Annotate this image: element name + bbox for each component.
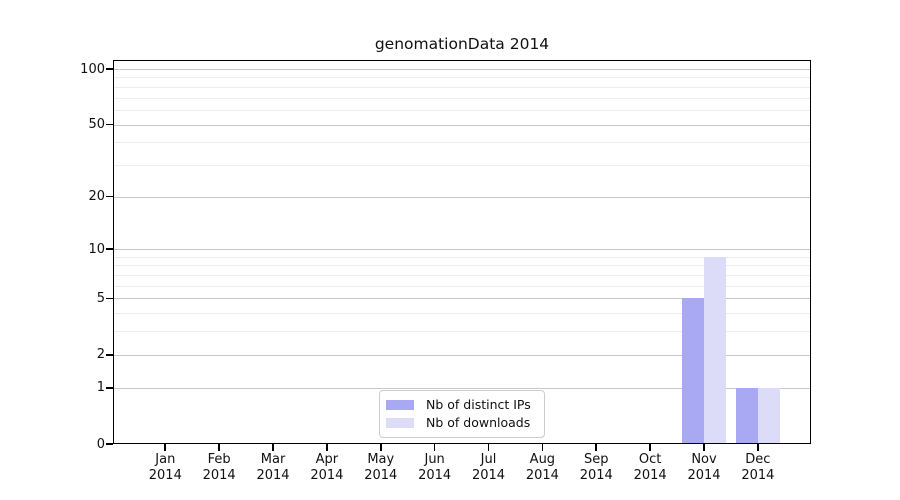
x-tick-mark (703, 444, 705, 451)
gridline-minor (113, 109, 811, 111)
x-tick-mark (595, 444, 598, 451)
x-tick-label-year: 2014 (310, 467, 344, 483)
x-tick-label: Oct 2014 (616, 452, 684, 483)
x-tick-label: Jun 2014 (401, 452, 469, 483)
y-tick-label: 0 (96, 436, 105, 452)
legend: Nb of distinct IPs Nb of downloads (379, 390, 545, 438)
x-tick-label-month: Jun (424, 452, 445, 467)
gridline-major (113, 249, 811, 251)
bar-distinct-ips (735, 387, 758, 444)
gridline-major (113, 354, 811, 356)
x-tick-mark (326, 444, 328, 451)
plot-area (113, 60, 811, 444)
gridline-major (113, 69, 811, 70)
x-tick-mark (272, 444, 274, 451)
y-tick-mark (106, 353, 113, 356)
x-tick-label-month: Mar (260, 452, 286, 467)
legend-label-distinct-ips: Nb of distinct IPs (426, 397, 531, 412)
x-tick-label: Mar 2014 (239, 452, 307, 483)
x-tick-mark (757, 444, 759, 451)
x-tick-label: Apr 2014 (293, 452, 361, 483)
x-tick-mark (379, 444, 382, 451)
y-tick-mark (106, 195, 113, 198)
gridline-minor (113, 86, 811, 88)
x-tick-mark (649, 444, 651, 451)
x-tick-label-month: Dec (745, 452, 771, 467)
legend-label-downloads: Nb of downloads (426, 415, 531, 430)
y-tick-label: 10 (88, 241, 105, 257)
y-tick-label: 5 (96, 290, 105, 306)
y-tick-mark (106, 297, 113, 300)
y-tick-mark (106, 386, 113, 389)
x-tick-mark (487, 444, 490, 451)
y-tick-mark (106, 123, 113, 126)
gridline-major (113, 124, 811, 126)
x-tick-mark (218, 444, 220, 451)
y-tick-label: 20 (88, 189, 105, 205)
legend-swatch-distinct-ips (386, 399, 414, 411)
bar-distinct-ips (682, 298, 704, 444)
x-tick-label-year: 2014 (148, 467, 182, 483)
x-tick-label-month: Aug (529, 452, 556, 467)
x-tick-label-month: Apr (315, 452, 339, 467)
x-tick-label-year: 2014 (633, 467, 667, 483)
legend-swatch-downloads (386, 417, 414, 429)
gridline-minor (113, 256, 811, 258)
gridline-minor (113, 142, 811, 144)
y-tick-label: 1 (96, 380, 105, 396)
bar-downloads (757, 387, 780, 444)
x-tick-label-year: 2014 (202, 467, 236, 483)
x-tick-label: Dec 2014 (724, 452, 792, 483)
x-tick-mark (164, 444, 167, 451)
gridline-major (113, 298, 811, 300)
x-tick-label: Jul 2014 (455, 452, 523, 483)
x-tick-label-year: 2014 (418, 467, 452, 483)
gridline-minor (113, 97, 811, 99)
x-tick-label-year: 2014 (525, 467, 559, 483)
x-tick-mark (433, 444, 436, 451)
y-tick-label: 100 (80, 61, 105, 77)
y-tick-mark (106, 68, 113, 70)
x-tick-label-month: Feb (207, 452, 231, 467)
x-tick-label: Jan 2014 (131, 452, 199, 483)
y-tick-mark (106, 443, 113, 445)
y-tick-mark (106, 248, 113, 250)
x-tick-label: Nov 2014 (670, 452, 738, 483)
x-tick-label-month: May (367, 452, 395, 467)
x-tick-label-month: Sep (583, 452, 609, 467)
x-tick-label-year: 2014 (741, 467, 775, 483)
x-tick-label-year: 2014 (687, 467, 721, 483)
legend-item-downloads: Nb of downloads (386, 414, 536, 432)
y-tick-label: 50 (88, 117, 105, 133)
x-tick-label-month: Nov (691, 452, 717, 467)
x-tick-label-year: 2014 (256, 467, 290, 483)
x-tick-label: May 2014 (347, 452, 415, 483)
gridline-major (113, 196, 811, 198)
gridline-minor (113, 285, 811, 287)
gridline-minor (113, 164, 811, 166)
x-tick-label: Feb 2014 (185, 452, 253, 483)
x-tick-label: Sep 2014 (562, 452, 630, 483)
x-tick-label-month: Jul (480, 452, 497, 467)
bar-downloads (704, 256, 726, 444)
x-tick-label-month: Oct (638, 452, 662, 467)
y-tick-label: 2 (96, 347, 105, 363)
gridline-major (113, 387, 811, 389)
gridline-minor (113, 265, 811, 267)
x-tick-label: Aug 2014 (508, 452, 576, 483)
x-tick-label-year: 2014 (579, 467, 613, 483)
x-tick-label-year: 2014 (364, 467, 398, 483)
x-tick-label-year: 2014 (471, 467, 506, 483)
gridline-minor (113, 313, 811, 315)
gridline-minor (113, 331, 811, 333)
x-tick-mark (541, 444, 544, 451)
gridline-minor (113, 77, 811, 79)
x-tick-label-month: Jan (155, 452, 176, 467)
gridline-minor (113, 275, 811, 277)
chart-title: genomationData 2014 (374, 35, 550, 53)
legend-item-distinct-ips: Nb of distinct IPs (386, 396, 536, 414)
